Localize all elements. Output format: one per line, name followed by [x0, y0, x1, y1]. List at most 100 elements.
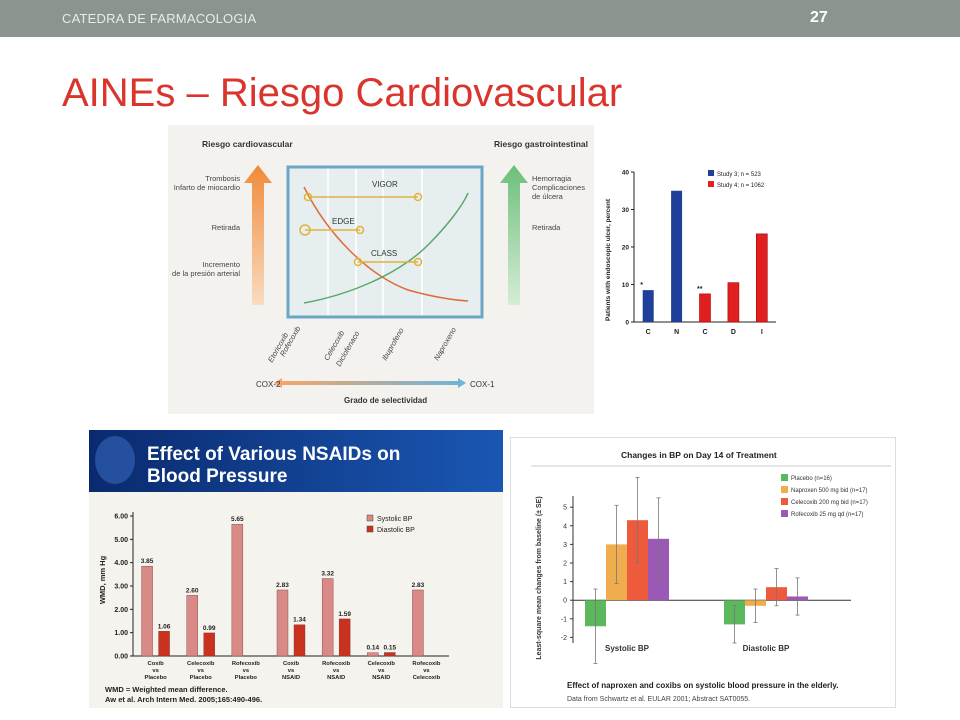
bp-legend-label: Naproxen 500 mg bid (n=17)	[791, 488, 868, 494]
legend-study4: Study 4; n = 1062	[717, 183, 765, 189]
ulcer-x-label: C	[702, 329, 707, 336]
bp-legend-label: Celecoxib 200 mg bid (n=17)	[791, 500, 868, 506]
bp-legend-swatch	[781, 486, 788, 493]
nsaid-x-label: NSAID	[372, 675, 390, 681]
risk-diagram: Riesgo cardiovascular Riesgo gastrointes…	[168, 125, 594, 414]
course-name: CATEDRA DE FARMACOLOGIA	[62, 11, 257, 26]
nsaid-x-label: Placebo	[144, 675, 167, 681]
nsaid-x-label: Coxib	[148, 661, 165, 667]
ulcer-y-tick-label: 30	[622, 207, 630, 214]
bp-ylabel: Least-square mean changes from baseline …	[536, 496, 543, 659]
left-level-1: Trombosis	[205, 174, 240, 183]
legend-swatch-systolic	[366, 514, 374, 522]
trial-edge: EDGE	[332, 217, 355, 226]
diastolic-bar	[203, 632, 215, 657]
bp-legend-swatch	[781, 474, 788, 481]
nsaid-x-label: Celecoxib	[413, 675, 441, 681]
left-level-2: Infarto de miocardio	[174, 183, 240, 192]
ulcer-x-label: D	[731, 329, 736, 336]
nsaid-ylabel: WMD, mm Hg	[98, 555, 107, 604]
nsaid-x-label: Rofecoxib	[232, 661, 260, 667]
systolic-bar	[186, 595, 198, 657]
page-number: 27	[810, 9, 828, 26]
stomach-illustration-icon	[95, 436, 135, 484]
bp-legend-swatch	[781, 510, 788, 517]
legend-systolic: Systolic BP	[377, 516, 413, 523]
bp-change-chart: Changes in BP on Day 14 of Treatment Lea…	[510, 437, 896, 708]
right-level-1: Hemorragia	[532, 174, 572, 183]
nsaid-y-tick-label: 6.00	[114, 514, 128, 521]
ulcer-x-label: N	[674, 329, 679, 336]
drug-naproxeno: Naproxeno	[432, 326, 458, 362]
ulcer-bar	[727, 282, 740, 323]
systolic-bar	[367, 652, 379, 657]
bp-y-tick-label: -1	[561, 616, 567, 623]
ulcer-x-label: C	[646, 329, 651, 336]
ulcer-y-tick-label: 0	[625, 320, 629, 327]
legend-swatch-diastolic	[366, 525, 374, 533]
bp-y-tick-label: 1	[563, 579, 567, 586]
header-bar: CATEDRA DE FARMACOLOGIA 27	[0, 0, 960, 37]
nsaid-x-label: Rofecoxib	[322, 661, 350, 667]
left-axis-title: Riesgo cardiovascular	[202, 139, 293, 149]
bp-legend-swatch	[781, 498, 788, 505]
nsaid-value-label: 3.32	[321, 571, 334, 578]
nsaid-title-band	[89, 430, 503, 492]
right-level-2: Complicaciones	[532, 183, 585, 192]
legend-swatch-study4	[708, 181, 714, 187]
nsaid-value-label: 0.14	[366, 645, 379, 652]
nsaid-value-label: 0.99	[203, 625, 216, 632]
selectivity-box	[286, 165, 484, 319]
drug-ibuprofeno: Ibuprofeno	[380, 326, 406, 362]
systolic-bar	[321, 578, 334, 657]
ulcer-x-label: I	[761, 329, 763, 336]
gi-risk-arrow	[500, 165, 528, 305]
right-level-4: Retirada	[532, 223, 561, 232]
cv-risk-arrow	[244, 165, 272, 305]
nsaid-value-label: 5.65	[231, 516, 244, 523]
left-level-4: Incremento	[202, 260, 240, 269]
diastolic-bar	[158, 631, 170, 657]
gi-risk-curve	[303, 192, 469, 304]
bp-x-label: Diastolic BP	[743, 644, 790, 653]
nsaid-x-label: vs	[152, 668, 158, 674]
axis-cox1: COX-1	[470, 380, 495, 389]
slide-title: AINEs – Riesgo Cardiovascular	[62, 71, 623, 115]
nsaid-x-label: Rofecoxib	[412, 661, 440, 667]
right-level-3: de úlcera	[532, 192, 564, 201]
cv-risk-curve	[303, 186, 469, 302]
left-level-3: Retirada	[212, 223, 241, 232]
nsaid-value-label: 0.15	[383, 645, 396, 652]
nsaid-y-tick-label: 1.00	[114, 630, 128, 637]
nsaid-x-label: vs	[423, 668, 429, 674]
bp-y-tick-label: 5	[563, 505, 567, 512]
nsaid-x-label: NSAID	[282, 675, 300, 681]
nsaid-x-label: vs	[243, 668, 249, 674]
legend-swatch-study3	[708, 170, 714, 176]
bp-x-label: Systolic BP	[605, 644, 650, 653]
right-axis-title: Riesgo gastrointestinal	[494, 139, 588, 149]
bp-legend-label: Placebo (n=16)	[791, 476, 832, 482]
ulcer-bar	[671, 190, 683, 322]
bp-y-tick-label: 3	[563, 542, 567, 549]
nsaid-value-label: 3.85	[141, 558, 154, 565]
nsaid-x-label: vs	[333, 668, 339, 674]
ulcer-ylabel: Patients with endoscopic ulcer, percent	[605, 198, 612, 321]
diastolic-bar	[338, 618, 351, 657]
nsaid-bp-chart: Effect of Various NSAIDs on Blood Pressu…	[89, 430, 503, 708]
ulcer-y-tick-label: 20	[622, 245, 630, 252]
nsaid-footnote-2: Aw et al. Arch Intern Med. 2005;165:490-…	[105, 695, 262, 704]
ulcer-bar	[642, 290, 654, 322]
nsaid-x-label: Placebo	[190, 675, 213, 681]
systolic-bar	[231, 523, 244, 657]
nsaid-value-label: 2.83	[412, 582, 425, 589]
nsaid-value-label: 2.83	[276, 582, 289, 589]
systolic-bar	[412, 589, 424, 657]
legend-diastolic: Diastolic BP	[377, 527, 415, 534]
ulcer-y-tick-label: 10	[622, 282, 630, 289]
nsaid-y-tick-label: 4.00	[114, 560, 128, 567]
bp-y-tick-label: 0	[563, 598, 567, 605]
systolic-bar	[141, 565, 153, 657]
bp-y-tick-label: 4	[563, 523, 567, 530]
nsaid-y-tick-label: 2.00	[114, 607, 128, 614]
